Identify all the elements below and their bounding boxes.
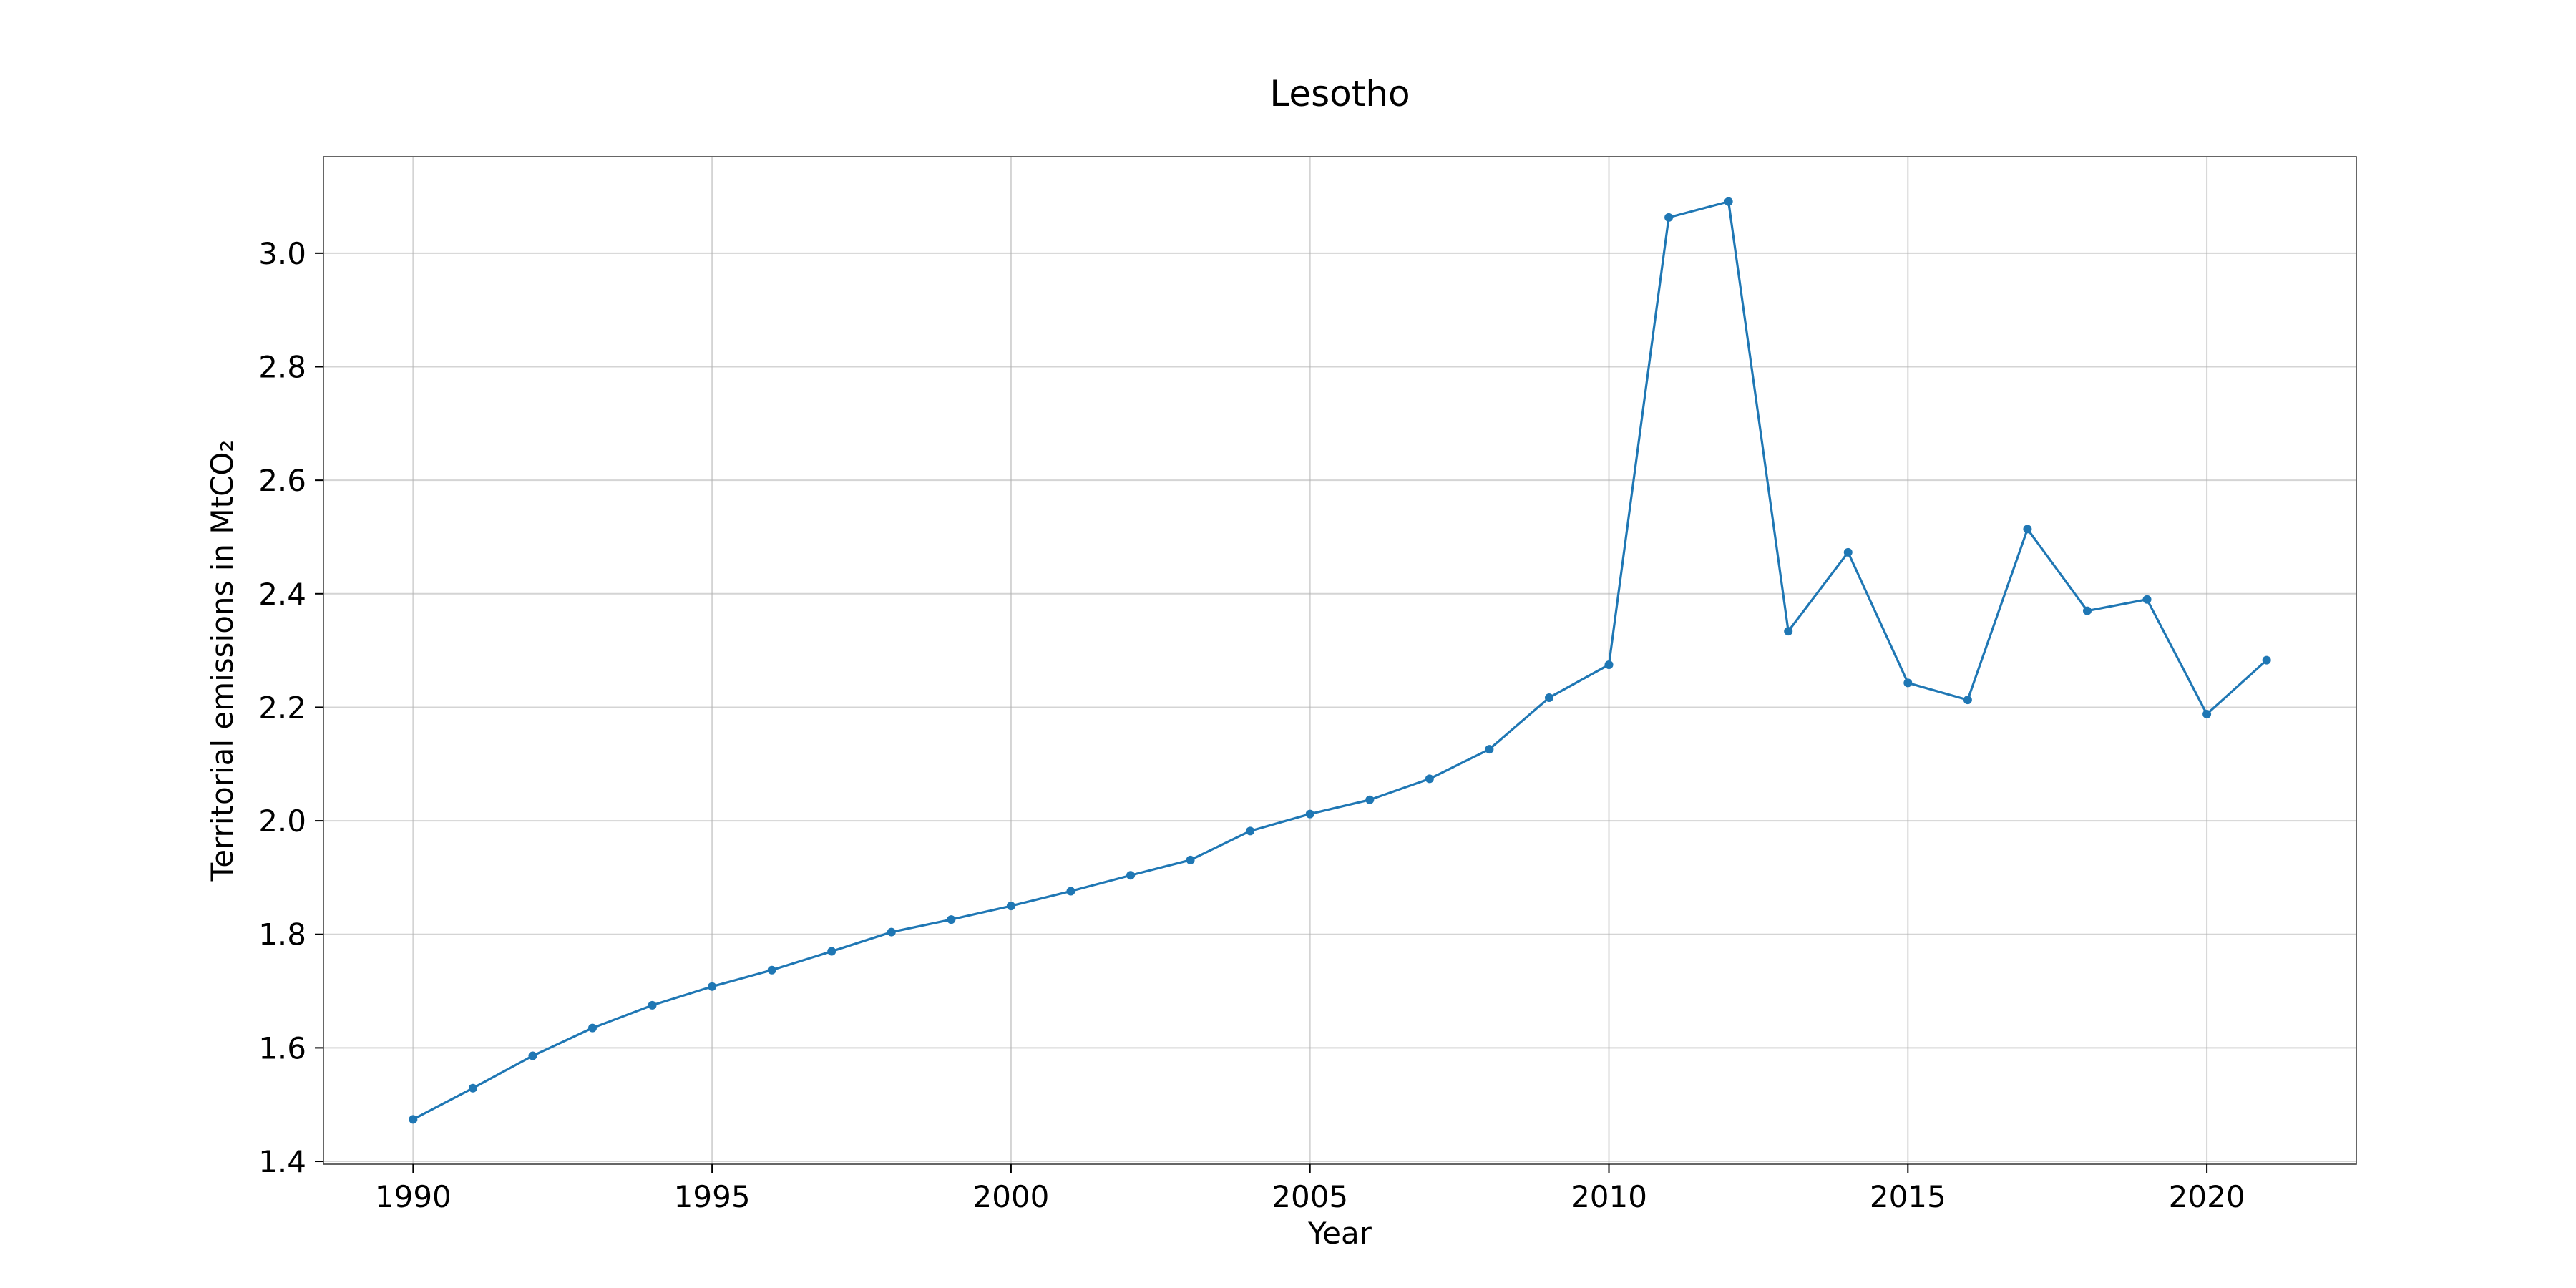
grid-layer (323, 157, 2356, 1164)
x-tick-label: 2010 (1571, 1179, 1647, 1214)
data-point (1305, 809, 1314, 819)
data-point (1604, 660, 1614, 669)
data-point (1365, 795, 1375, 804)
data-point (827, 947, 836, 956)
data-point (947, 915, 956, 924)
data-point (1544, 693, 1553, 702)
series-line (412, 200, 2268, 1121)
y-tick-label: 2.2 (258, 690, 306, 725)
chart-title: Lesotho (1269, 73, 1410, 114)
data-point (1784, 627, 1793, 636)
x-tick-label: 2000 (972, 1179, 1049, 1214)
y-axis-title: Territorial emissions in MtCO₂ (205, 440, 240, 882)
data-point (1246, 826, 1255, 836)
data-point (1724, 197, 1733, 206)
y-tick-label: 1.8 (258, 917, 306, 952)
data-point (708, 982, 717, 991)
x-tick-label: 2015 (1870, 1179, 1946, 1214)
data-point (2202, 709, 2212, 718)
x-tick-label: 1995 (674, 1179, 751, 1214)
data-point (1126, 871, 1136, 880)
data-point (1425, 774, 1434, 784)
data-point (1664, 213, 1674, 222)
data-point (588, 1023, 597, 1033)
data-point (1963, 696, 1972, 705)
x-tick-label: 2005 (1272, 1179, 1348, 1214)
data-point (887, 927, 896, 937)
data-point (1186, 855, 1195, 864)
y-tick-label: 2.0 (258, 804, 306, 839)
data-point (528, 1051, 537, 1060)
x-tick-label: 1990 (375, 1179, 452, 1214)
plot-frame (323, 156, 2357, 1165)
data-point (767, 965, 776, 975)
x-tick-label: 2020 (2169, 1179, 2245, 1214)
data-point (1903, 678, 1913, 688)
data-point (1843, 547, 1853, 557)
y-tick-label: 1.4 (258, 1144, 306, 1179)
y-tick-label: 2.8 (258, 349, 306, 384)
data-point (409, 1115, 418, 1124)
y-tick-label: 3.0 (258, 236, 306, 271)
data-point (1066, 887, 1075, 896)
axis-layer: 1990 1995 2000 2005 2010 2015 2020 1.4 1.6 1.8 2.0… (258, 236, 2245, 1214)
y-tick-label: 2.6 (258, 463, 306, 498)
data-point (648, 1000, 657, 1010)
y-tick-label: 2.4 (258, 577, 306, 612)
data-point (2262, 655, 2271, 665)
x-axis-title: Year (1307, 1216, 1372, 1251)
data-point (1485, 745, 1494, 754)
series-layer (409, 197, 2271, 1124)
data-point (2082, 606, 2092, 615)
y-tick-label: 1.6 (258, 1030, 306, 1065)
data-point (1006, 902, 1015, 911)
data-point (2023, 525, 2032, 534)
data-point (468, 1083, 477, 1093)
data-point (2142, 595, 2152, 604)
